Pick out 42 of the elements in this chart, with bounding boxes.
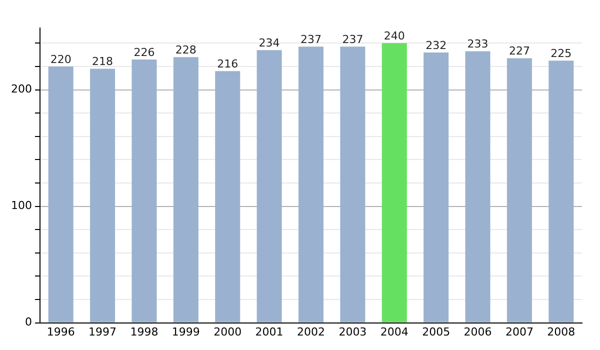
data-label: 233 xyxy=(467,38,488,51)
data-label: 220 xyxy=(50,52,72,66)
bar xyxy=(90,68,116,322)
data-label: 216 xyxy=(217,57,238,70)
bar xyxy=(506,58,532,322)
x-tick-label: 1999 xyxy=(172,325,200,338)
x-tick-label: 1997 xyxy=(88,325,117,338)
data-label: 237 xyxy=(300,33,322,46)
y-tick-label: 100 xyxy=(10,199,32,212)
x-tick-label: 2002 xyxy=(297,325,325,338)
data-label: 218 xyxy=(92,55,114,68)
data-label: 240 xyxy=(384,30,405,43)
bar xyxy=(132,59,157,322)
data-label: 227 xyxy=(508,44,530,58)
bar xyxy=(465,51,490,322)
data-label: 237 xyxy=(342,33,364,46)
data-label: 225 xyxy=(550,46,572,60)
x-tick-label: 2006 xyxy=(464,325,492,338)
x-tick-label: 1998 xyxy=(130,325,158,338)
bar xyxy=(382,43,407,322)
data-label: 228 xyxy=(175,43,196,56)
x-tick-label: 2004 xyxy=(380,325,408,338)
bar xyxy=(548,60,574,322)
bar xyxy=(340,46,366,322)
bar xyxy=(173,57,198,322)
x-tick-label: 2008 xyxy=(547,325,576,338)
x-tick-label: 1996 xyxy=(46,325,75,338)
y-tick-label: 200 xyxy=(10,82,32,96)
x-tick-label: 2000 xyxy=(214,325,242,338)
data-label: 234 xyxy=(258,36,280,50)
data-label: 226 xyxy=(134,46,155,59)
x-tick-label: 2003 xyxy=(338,325,367,338)
bar xyxy=(215,71,240,322)
x-tick-label: 2007 xyxy=(505,325,534,338)
bar xyxy=(48,66,74,322)
y-tick-label: 0 xyxy=(24,316,32,329)
bar xyxy=(298,46,324,322)
bar xyxy=(424,52,449,322)
bar xyxy=(256,50,282,322)
x-tick-label: 2001 xyxy=(255,325,284,338)
x-tick-label: 2005 xyxy=(422,325,450,338)
data-label: 232 xyxy=(426,38,447,52)
